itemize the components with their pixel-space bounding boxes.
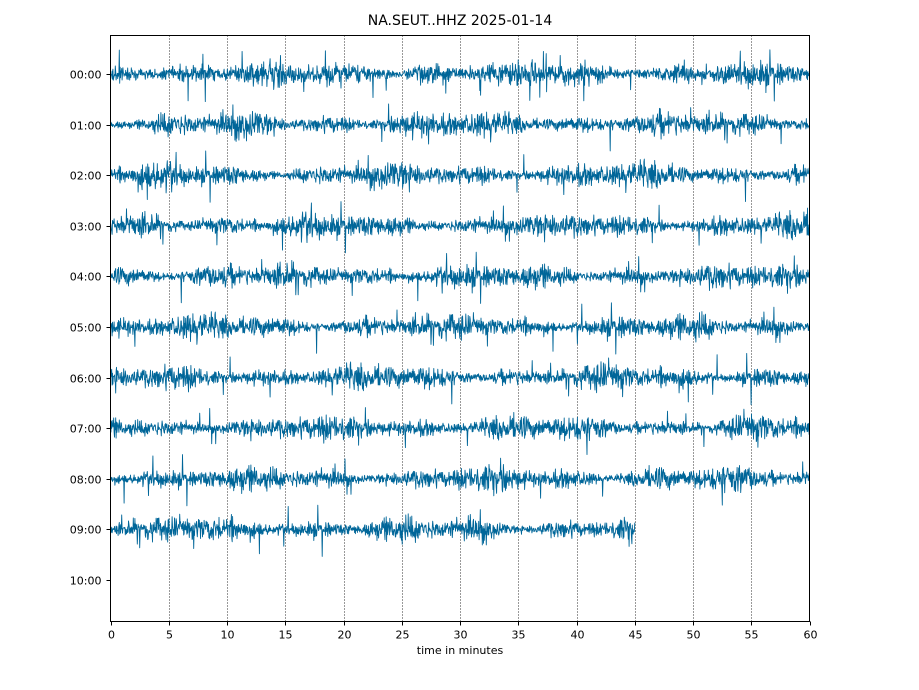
trace-line xyxy=(110,251,810,304)
x-tick-label: 5 xyxy=(166,629,173,642)
trace-line xyxy=(110,201,810,254)
y-tick-label: 08:00 xyxy=(70,474,102,487)
x-tick-label: 55 xyxy=(745,629,759,642)
y-tick-label: 00:00 xyxy=(70,69,102,82)
y-tick-label: 02:00 xyxy=(70,170,102,183)
x-tick-label: 60 xyxy=(804,629,818,642)
y-tick-label: 10:00 xyxy=(70,575,102,588)
x-axis-label: time in minutes xyxy=(417,644,504,657)
x-tick-label: 0 xyxy=(108,629,115,642)
x-tick-label: 25 xyxy=(396,629,410,642)
trace-line xyxy=(110,150,810,203)
trace-line xyxy=(110,103,810,152)
trace-line xyxy=(110,302,810,355)
trace-line xyxy=(110,49,810,103)
trace-group xyxy=(110,49,810,557)
x-tick-label: 50 xyxy=(687,629,701,642)
x-tick-label: 15 xyxy=(279,629,293,642)
y-tick-label: 07:00 xyxy=(70,423,102,436)
chart-title: NA.SEUT..HHZ 2025-01-14 xyxy=(368,13,553,29)
y-tick-label: 01:00 xyxy=(70,120,102,133)
y-tick-label: 06:00 xyxy=(70,373,102,386)
trace-line xyxy=(110,504,636,557)
y-axis: 00:00 01:00 02:00 03:00 04:00 05:00 06:00 07:00… xyxy=(70,69,111,588)
x-tick-label: 40 xyxy=(571,629,585,642)
y-tick-label: 09:00 xyxy=(70,524,102,537)
x-tick-label: 10 xyxy=(221,629,235,642)
y-tick-label: 04:00 xyxy=(70,271,102,284)
y-tick-label: 05:00 xyxy=(70,322,102,335)
x-tick-label: 45 xyxy=(629,629,643,642)
x-tick-label: 30 xyxy=(454,629,468,642)
trace-line xyxy=(110,407,810,455)
x-tick-label: 20 xyxy=(338,629,352,642)
trace-line xyxy=(110,352,810,406)
x-axis: 0 5 10 15 20 25 30 35 40 45 50 55 60 xyxy=(108,621,818,642)
trace-line xyxy=(110,454,810,507)
y-tick-label: 03:00 xyxy=(70,221,102,234)
x-tick-label: 35 xyxy=(512,629,526,642)
